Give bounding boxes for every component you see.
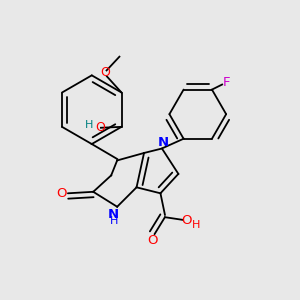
Text: O: O: [147, 234, 157, 247]
Text: O: O: [100, 66, 110, 79]
Text: H: H: [85, 120, 94, 130]
Text: N: N: [108, 208, 119, 221]
Text: H: H: [110, 216, 118, 226]
Text: O: O: [181, 214, 192, 227]
Text: O: O: [95, 121, 105, 134]
Text: F: F: [223, 76, 231, 88]
Text: O: O: [56, 187, 67, 200]
Text: N: N: [157, 136, 168, 149]
Text: H: H: [192, 220, 200, 230]
